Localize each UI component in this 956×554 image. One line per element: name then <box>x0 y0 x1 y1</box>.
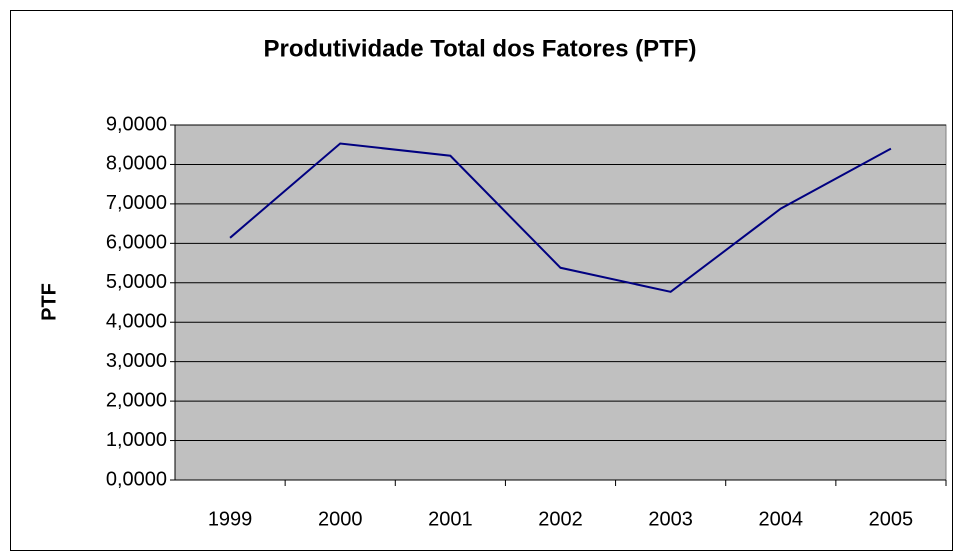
x-tick-label: 2000 <box>318 508 363 530</box>
y-tick-label: 4,0000 <box>106 311 167 333</box>
y-tick-label: 6,0000 <box>106 232 167 254</box>
x-tick-label: 2003 <box>648 508 693 530</box>
y-tick-label: 7,0000 <box>106 192 167 214</box>
x-tick-label: 2004 <box>759 508 804 530</box>
y-tick-label: 8,0000 <box>106 153 167 175</box>
x-tick-label: 2005 <box>869 508 914 530</box>
x-tick-label: 2001 <box>428 508 473 530</box>
y-tick-label: 2,0000 <box>106 389 167 411</box>
x-tick-label: 1999 <box>208 508 253 530</box>
y-tick-label: 1,0000 <box>106 429 167 451</box>
chart-title: Produtividade Total dos Fatores (PTF) <box>264 35 697 62</box>
data-line <box>229 142 892 293</box>
x-tick-label: 2002 <box>538 508 583 530</box>
plot-area <box>174 124 947 481</box>
y-tick-label: 5,0000 <box>106 271 167 293</box>
y-axis-label: PTF <box>38 283 60 321</box>
y-tick-label: 0,0000 <box>106 468 167 490</box>
y-tick-label: 9,0000 <box>106 113 167 135</box>
y-tick-label: 3,0000 <box>106 350 167 372</box>
